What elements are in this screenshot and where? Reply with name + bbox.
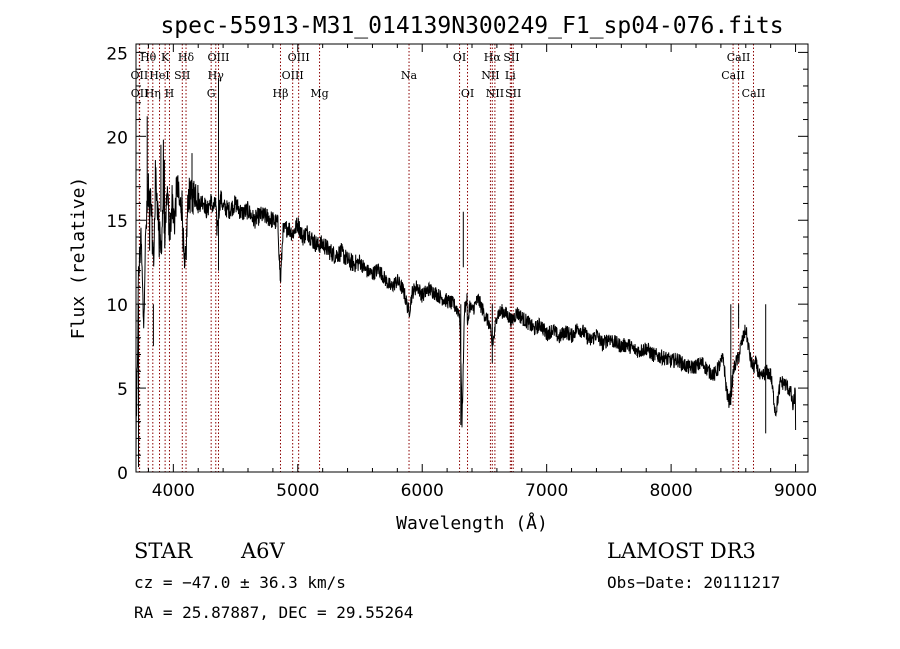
spectral-line-label: SII — [503, 51, 519, 64]
x-tick-label: 7000 — [525, 481, 568, 501]
y-axis-label: Flux (relative) — [68, 177, 89, 340]
spectral-line-label: Hα — [484, 51, 502, 64]
spectral-line-label: Li — [505, 69, 516, 82]
plot-frame — [135, 43, 809, 473]
y-axis-ticks: 0 5 10 15 20 25 — [106, 44, 808, 484]
spectral-line-labels: OII OII Hθ Hη HeI K H SII Hδ G Hγ OIII Hβ OIII OIII Mg N… — [131, 51, 766, 100]
spectral-line-label: CaII — [742, 87, 766, 100]
spectral-line-label: Hβ — [273, 87, 289, 100]
object-class: STAR — [134, 539, 193, 563]
y-tick-label: 5 — [117, 380, 128, 400]
x-tick-label: 4000 — [152, 481, 195, 501]
obs-date: Obs−Date: 20111217 — [607, 573, 781, 592]
spectral-line-label: G — [207, 87, 216, 100]
flux-series-line — [135, 77, 797, 467]
spectral-line-label: CaII — [727, 51, 751, 64]
spectral-line-label: OII — [131, 69, 149, 82]
spectral-line-label: OIII — [288, 51, 310, 64]
redshift-readout: cz = −47.0 ± 36.3 km/s — [134, 573, 346, 592]
x-tick-label: 5000 — [276, 481, 319, 501]
y-tick-label: 0 — [117, 464, 128, 484]
survey-name: LAMOST DR3 — [607, 539, 756, 563]
spectral-line-label: OIII — [282, 69, 304, 82]
spectral-line-label: K — [161, 51, 170, 64]
spectral-line-label: Hη — [145, 87, 161, 100]
y-tick-label: 20 — [106, 128, 128, 148]
spectral-line-label: OIII — [207, 51, 229, 64]
x-axis-label: Wavelength (Å) — [396, 512, 548, 534]
spectral-line-label: SII — [174, 69, 190, 82]
spectral-line-label: OI — [453, 51, 466, 64]
spectral-line-label: Hθ — [140, 51, 157, 64]
subclass: A6V — [241, 539, 285, 563]
y-tick-label: 10 — [106, 296, 128, 316]
spectral-line-label: HeI — [149, 69, 169, 82]
spectral-line-label: OII — [131, 87, 149, 100]
spectral-line-label: Mg — [310, 87, 328, 100]
x-tick-label: 8000 — [649, 481, 692, 501]
spectral-line-label: Hδ — [178, 51, 195, 64]
y-tick-label: 25 — [106, 44, 128, 64]
spectral-line-label: NII — [481, 69, 499, 82]
x-axis-ticks: 4000 5000 6000 7000 8000 9000 — [147, 44, 817, 501]
spectral-line-label: CaII — [721, 69, 745, 82]
y-tick-label: 15 — [106, 212, 128, 232]
spectral-line-label: H — [165, 87, 175, 100]
spectral-line-label: Hγ — [208, 69, 225, 82]
spectral-line-markers — [138, 44, 754, 472]
spectral-line-label: Na — [401, 69, 418, 82]
spectral-line-label: SII — [505, 87, 521, 100]
spectral-line-label: OI — [461, 87, 474, 100]
x-tick-label: 9000 — [774, 481, 817, 501]
spectral-line-label: NII — [486, 87, 504, 100]
x-tick-label: 6000 — [401, 481, 444, 501]
coordinates: RA = 25.87887, DEC = 29.55264 — [134, 603, 414, 622]
chart-title: spec-55913-M31_014139N300249_F1_sp04-076… — [160, 13, 783, 39]
